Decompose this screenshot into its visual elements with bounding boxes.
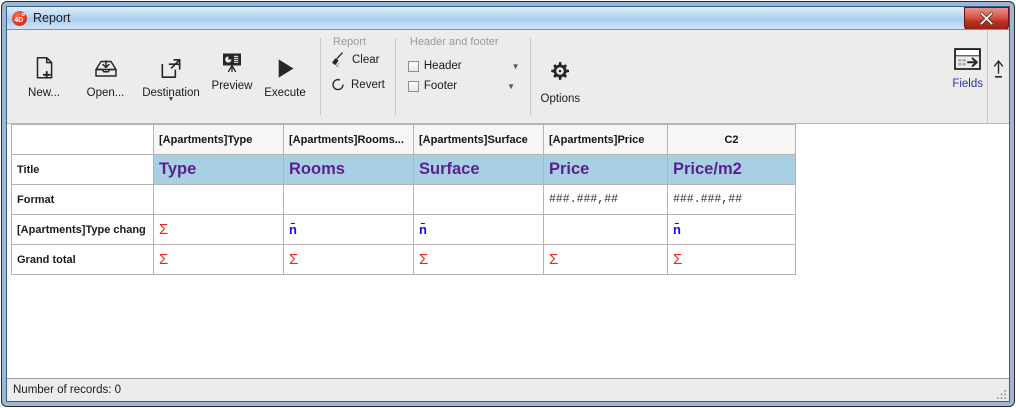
svg-text:4D: 4D — [14, 17, 23, 24]
